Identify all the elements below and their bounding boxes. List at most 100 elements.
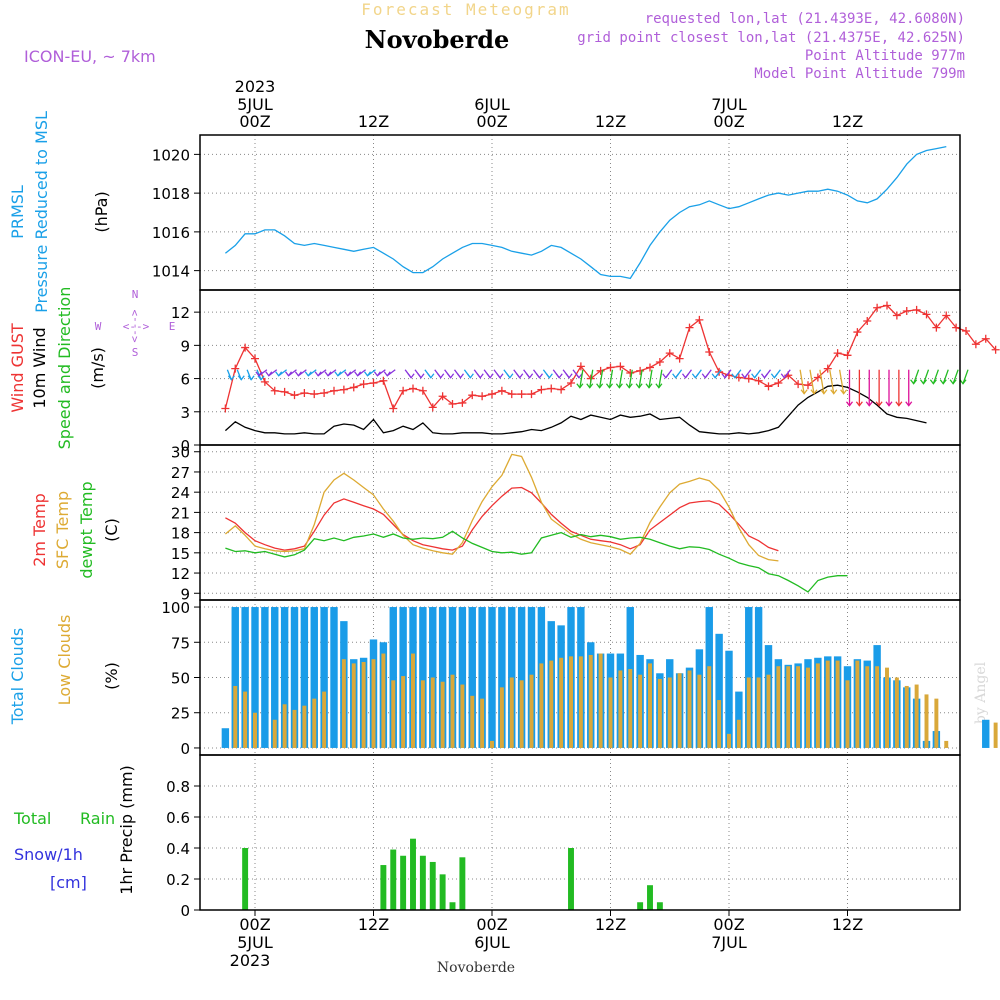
low-cloud-bar [993, 722, 998, 748]
wind-arrowhead [257, 375, 265, 381]
wind-arrow [932, 369, 939, 384]
precip-bar [390, 849, 397, 910]
low-cloud-bar [756, 677, 761, 748]
wind-arrowhead [800, 389, 808, 395]
snow-label: Snow/1h [14, 845, 83, 864]
total-cloud-bar [280, 607, 289, 748]
pressure-panel: 1014 1016 1018 1020 [152, 134, 961, 291]
wind-10m-label: 10m Wind [30, 327, 49, 408]
y-tick-label: 6 [180, 371, 190, 389]
gust-marker [695, 315, 704, 324]
low-cloud-bar [717, 700, 722, 748]
series-wind-gust [224, 304, 997, 411]
total-cloud-bar [725, 650, 733, 748]
gust-marker [912, 305, 921, 314]
total-cloud-bar [310, 607, 318, 748]
wind-arrowhead [407, 373, 415, 379]
gust-marker [883, 301, 891, 310]
pressure-label: Pressure Reduced to MSL [32, 111, 51, 313]
series-2m-temp [225, 486, 779, 552]
wind-arrowhead [875, 401, 883, 407]
wind-side-labels: Wind GUST 10m Wind Speed and Direction (… [8, 287, 175, 450]
low-cloud-bar [875, 666, 880, 748]
precip-bar [439, 874, 446, 910]
low-cloud-bar [470, 695, 475, 748]
low-cloud-bar [420, 680, 425, 748]
credit: by Angel [973, 661, 989, 724]
gust-marker [705, 348, 714, 356]
total-cloud-bar [251, 607, 259, 748]
compass-rose: N <---> S W <--> E [95, 288, 176, 359]
top-hour-label: 00Z [713, 112, 744, 131]
wind-arrowhead [645, 383, 653, 389]
wind-panel: 0 3 6 9 12 [171, 289, 1000, 455]
top-hour-label: 12Z [358, 112, 389, 131]
bottom-hour-label: 00Z [239, 915, 270, 934]
t2m-label: 2m Temp [30, 493, 49, 567]
low-cloud-bar [727, 733, 731, 748]
gust-marker [270, 386, 279, 395]
wind-arrowhead [565, 373, 573, 379]
clouds-panel: 0 25 50 75 100 [161, 599, 998, 758]
low-cloud-bar [519, 680, 524, 748]
wind-arrow [942, 369, 949, 384]
total-cloud-bar [438, 607, 447, 748]
gust-marker [517, 390, 526, 399]
wind-arrow [829, 369, 835, 394]
gust-marker [260, 377, 269, 386]
wind-arrowhead [237, 375, 245, 381]
precip-bar [242, 848, 249, 910]
low-cloud-bar [934, 698, 939, 748]
gust-marker [547, 384, 556, 393]
wind-arrowhead [456, 373, 465, 379]
wind-arrow [628, 369, 633, 388]
low-cloud-bar [845, 680, 850, 748]
gust-marker [310, 390, 319, 399]
chart-panels: 1014101610181020036912912151821242730025… [152, 134, 1000, 920]
compass-we-arrow: <--> [123, 320, 150, 333]
wind-arrowhead [354, 371, 362, 377]
low-cloud-bar [608, 677, 613, 748]
gust-marker [330, 386, 338, 395]
low-cloud-bar [904, 685, 909, 748]
gust-marker [359, 380, 368, 389]
low-cloud-bar [885, 667, 889, 748]
gust-marker [655, 357, 664, 366]
low-cloud-bar [944, 740, 949, 748]
wind-arrowhead [545, 373, 553, 379]
low-cloud-bar [865, 666, 870, 748]
requested-coords: requested lon,lat (21.4393E, 42.6080N) [645, 11, 965, 27]
total-cloud-bar [320, 607, 328, 748]
gust-marker [458, 398, 467, 407]
wind-arrow [638, 369, 643, 388]
gust-marker [409, 384, 417, 393]
wind-arrowhead [596, 383, 604, 389]
bottom-year: 2023 [230, 951, 271, 970]
wind-arrowhead [711, 373, 719, 379]
low-cloud-bar [628, 669, 633, 748]
total-cloud-bar [478, 607, 486, 748]
top-day-label: 6JUL [474, 95, 510, 114]
low-cloud-bar [371, 659, 376, 748]
wind-arrowhead [535, 373, 544, 379]
y-tick-label: 1018 [152, 185, 190, 203]
gust-marker [527, 390, 536, 399]
low-cloud-bar [796, 666, 801, 748]
wind-arrow [618, 369, 624, 388]
y-tick-label: 18 [171, 525, 190, 543]
wind-arrowhead [227, 375, 235, 381]
wind-arrowhead [555, 373, 563, 379]
low-cloud-bar [667, 677, 672, 748]
gust-marker [418, 386, 427, 395]
gust-marker [596, 366, 605, 375]
precip-bar [380, 865, 387, 910]
low-cloud-bar [361, 662, 366, 748]
low-cloud-bar [707, 666, 712, 748]
compass-s: S [132, 346, 139, 359]
top-hour-label: 00Z [476, 112, 507, 131]
wind-arrowhead [865, 401, 873, 407]
y-tick-label: 9 [180, 337, 190, 355]
bottom-day-label: 6JUL [474, 933, 510, 952]
wind-arrowhead [526, 373, 534, 379]
